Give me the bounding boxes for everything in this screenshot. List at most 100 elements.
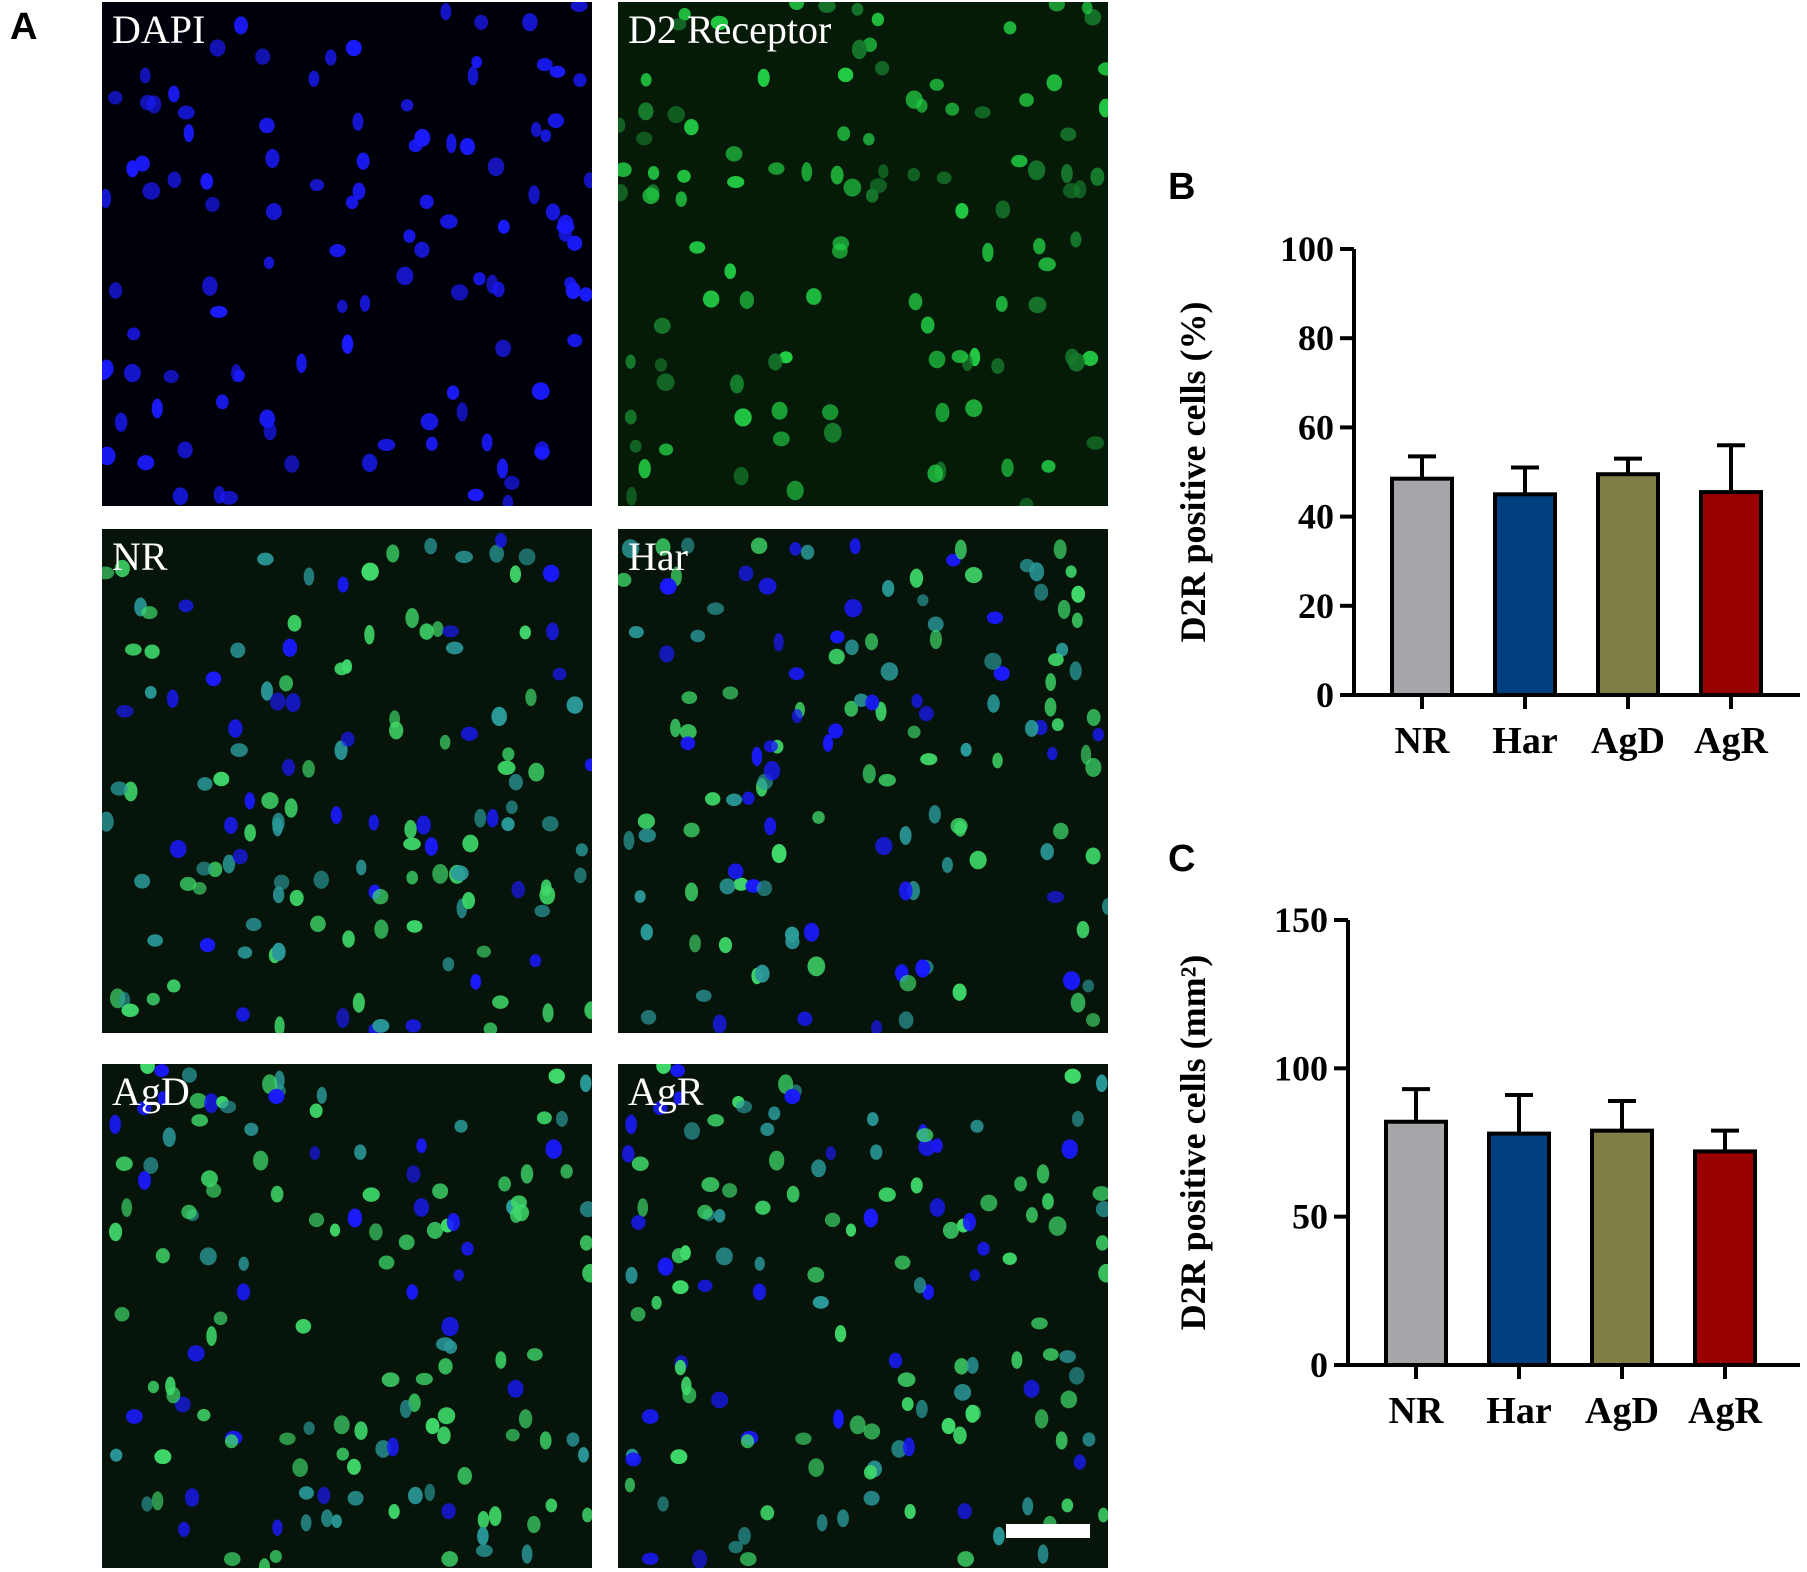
cell-nucleus <box>863 1490 880 1506</box>
cell-nucleus <box>296 353 307 373</box>
cell-nucleus <box>419 623 434 640</box>
cell-nucleus <box>733 466 749 486</box>
cell-nucleus <box>102 811 114 832</box>
cell-nucleus <box>213 771 230 787</box>
cell-nucleus <box>432 621 444 637</box>
cell-nucleus <box>1097 62 1108 76</box>
cell-nucleus <box>904 1504 916 1520</box>
cell-nucleus <box>1071 1110 1084 1127</box>
cell-nucleus <box>786 1185 800 1203</box>
cell-nucleus <box>298 1486 314 1500</box>
cell-nucleus <box>795 1432 812 1446</box>
cell-nucleus <box>424 538 438 555</box>
cell-nucleus <box>791 709 803 724</box>
cell-nucleus <box>993 666 1010 681</box>
cell-nucleus <box>1001 458 1014 478</box>
cell-nucleus <box>491 706 507 727</box>
cell-nucleus <box>261 792 279 810</box>
cell-nucleus <box>710 15 729 31</box>
cell-nucleus <box>334 662 349 676</box>
cell-nucleus <box>697 1204 713 1220</box>
cell-nucleus <box>455 550 473 564</box>
micrograph-background <box>102 2 592 506</box>
cell-nucleus <box>786 480 804 501</box>
cell-nucleus <box>336 1008 350 1028</box>
cell-nucleus <box>329 244 346 258</box>
cell-nucleus <box>238 1256 249 1271</box>
cell-nucleus <box>584 1001 592 1020</box>
cell-nucleus <box>552 667 567 681</box>
cell-nucleus <box>504 475 520 490</box>
cell-nucleus <box>352 182 366 200</box>
cell-nucleus <box>289 889 304 907</box>
cell-nucleus <box>489 544 504 563</box>
cell-nucleus <box>345 195 359 210</box>
cell-nucleus <box>647 166 660 180</box>
cell-nucleus <box>178 1521 190 1537</box>
cell-nucleus <box>670 718 681 738</box>
cell-nucleus <box>624 1477 636 1493</box>
cell-nucleus <box>740 1434 755 1449</box>
cell-nucleus <box>681 691 698 704</box>
cell-nucleus <box>565 281 581 300</box>
cell-nucleus <box>894 1255 911 1270</box>
cell-nucleus <box>108 91 123 105</box>
cell-nucleus <box>1082 979 1095 993</box>
y-tick-label: 0 <box>1316 675 1334 715</box>
cell-nucleus <box>1098 98 1108 118</box>
cell-nucleus <box>224 816 238 834</box>
cell-nucleus <box>1024 719 1039 737</box>
cell-nucleus <box>352 992 365 1013</box>
cell-nucleus <box>405 608 419 628</box>
cell-nucleus <box>566 696 584 714</box>
cell-nucleus <box>927 616 944 633</box>
cell-nucleus <box>849 538 861 555</box>
cell-nucleus <box>539 1431 552 1450</box>
cell-nucleus <box>453 1269 464 1282</box>
cell-nucleus <box>640 73 652 87</box>
cell-nucleus <box>102 361 112 380</box>
cell-nucleus <box>406 1165 421 1183</box>
cell-nucleus <box>768 162 785 175</box>
cell-nucleus <box>200 172 214 190</box>
bar-chart-density: 0 50 100 150 D2R positive cells (mm²) NR Har Ag… <box>1173 900 1807 1432</box>
cell-nucleus <box>144 644 160 659</box>
cell-nucleus <box>908 292 923 311</box>
cell-nucleus <box>1085 1013 1101 1027</box>
x-tick-label: Har <box>1486 1390 1552 1432</box>
cell-nucleus <box>271 812 285 833</box>
cell-nucleus <box>812 1295 829 1309</box>
cell-nucleus <box>507 1379 524 1398</box>
cell-nucleus <box>1041 459 1056 473</box>
cell-nucleus <box>807 956 826 977</box>
cell-nucleus <box>356 859 367 876</box>
cell-nucleus <box>308 1212 325 1228</box>
cell-nucleus <box>230 642 246 659</box>
y-tick-label: 100 <box>1274 1048 1328 1088</box>
micrograph-image <box>102 529 592 1033</box>
cell-nucleus <box>1028 296 1047 314</box>
cell-nucleus <box>1082 1432 1096 1447</box>
cell-nucleus <box>1037 1544 1049 1564</box>
cell-nucleus <box>629 439 642 453</box>
cell-nucleus <box>445 641 464 655</box>
cell-nucleus <box>154 1064 169 1078</box>
cell-nucleus <box>952 983 967 1001</box>
micrograph-image <box>102 2 592 506</box>
cell-nucleus <box>309 1103 323 1119</box>
cell-nucleus <box>548 1068 565 1084</box>
cell-nucleus <box>625 1266 638 1284</box>
cell-nucleus <box>675 191 687 207</box>
cell-nucleus <box>309 179 325 192</box>
cell-nucleus <box>375 1440 391 1458</box>
cell-nucleus <box>752 1283 767 1301</box>
cell-nucleus <box>816 1514 828 1532</box>
cell-nucleus <box>308 70 320 87</box>
cell-nucleus <box>399 1399 412 1419</box>
cell-nucleus <box>317 1486 331 1505</box>
cell-nucleus <box>408 1486 423 1505</box>
cell-nucleus <box>213 1311 228 1326</box>
cell-nucleus <box>473 272 486 286</box>
cell-nucleus <box>151 1491 164 1511</box>
cell-nucleus <box>265 203 282 221</box>
